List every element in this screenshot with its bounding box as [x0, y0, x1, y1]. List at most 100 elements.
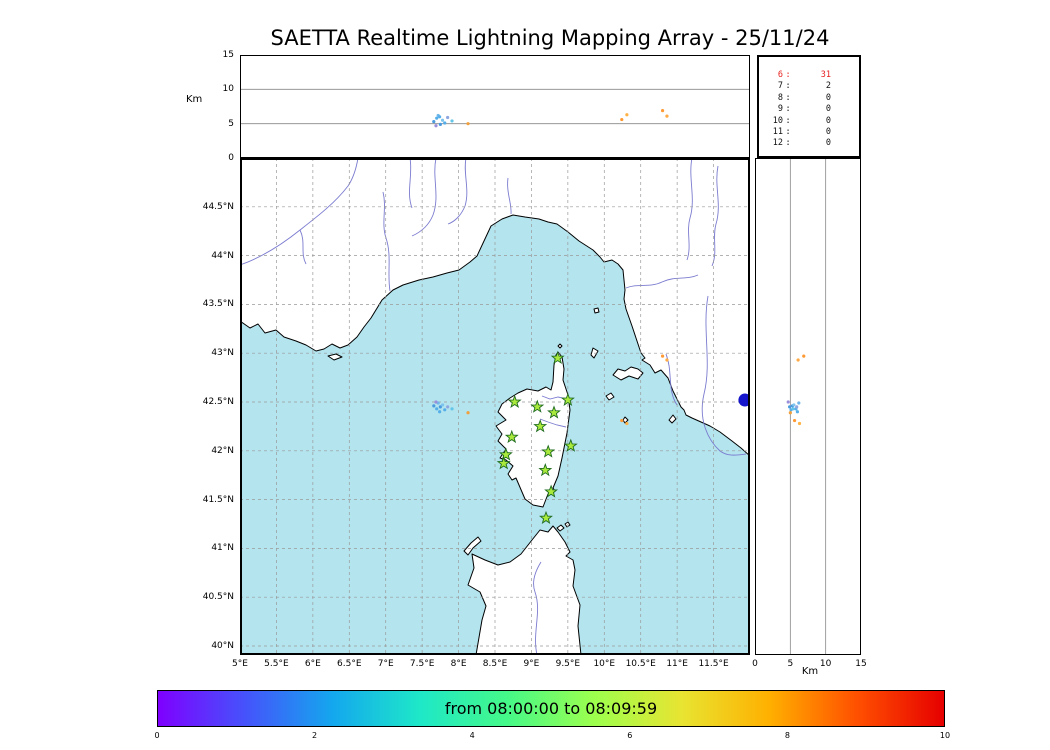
- lat-tick-label: 44.5°N: [202, 201, 234, 212]
- lat-tick-label: 42.5°N: [202, 397, 234, 407]
- lightning-point: [432, 120, 436, 124]
- river: [409, 158, 413, 209]
- lightning-point: [450, 119, 454, 123]
- lightning-point: [786, 400, 790, 404]
- alt-tick-label: 10: [222, 84, 234, 95]
- map-canvas: [240, 158, 750, 655]
- lightning-point: [438, 122, 442, 126]
- lon-tick-label: 6.5°E: [337, 659, 362, 669]
- lon-tick-label: 6°E: [304, 659, 321, 669]
- lat-tick-label: 40°N: [211, 641, 234, 651]
- lon-tick-label: 5°E: [232, 659, 248, 669]
- lightning-point: [432, 404, 436, 408]
- lightning-point: [788, 411, 792, 415]
- lightning-point: [795, 410, 799, 414]
- lma-station-marker: [530, 399, 545, 413]
- lon-tick-label: 5.5°E: [264, 659, 289, 669]
- lma-station-marker: [550, 350, 565, 364]
- lightning-point: [440, 118, 445, 122]
- lon-tick-label: 10°E: [593, 659, 616, 669]
- colorbar-tick-label: 4: [469, 731, 475, 740]
- colorbar-tick-label: 0: [154, 731, 160, 740]
- montecristo-island: [622, 416, 629, 424]
- map-panel: [240, 158, 750, 655]
- altitude-gridlines: [240, 88, 750, 125]
- alt-tick-label: 10: [819, 659, 832, 669]
- lightning-point: [660, 109, 665, 113]
- lightning-points-layer: [432, 109, 669, 128]
- hour-count-row: 10:0: [772, 115, 831, 126]
- lightning-point: [625, 421, 629, 426]
- altitude-longitude-panel: [240, 55, 750, 158]
- colorbar-panel: from 08:00:00 to 08:09:59: [157, 690, 945, 727]
- river: [299, 229, 307, 265]
- lightning-point: [625, 113, 629, 117]
- altitude-latitude-canvas: [755, 158, 861, 655]
- river: [240, 158, 359, 266]
- lma-station-marker: [560, 392, 575, 406]
- lon-tick-label: 11.5°E: [698, 659, 729, 669]
- lma-station-marker: [496, 456, 511, 470]
- giraglia-island: [557, 343, 563, 349]
- lma-station-marker: [504, 429, 519, 444]
- lightning-point: [796, 358, 800, 362]
- river: [539, 418, 567, 428]
- lightning-point: [440, 403, 445, 407]
- lightning-point: [466, 411, 470, 415]
- lightning-point: [434, 124, 438, 128]
- sardinia-island: [467, 525, 582, 655]
- colorbar-label: from 08:00:00 to 08:09:59: [444, 699, 658, 718]
- lat-tick-label: 43°N: [211, 348, 234, 359]
- lat-tick-label: 41°N: [211, 543, 234, 554]
- lightning-points-layer: [432, 354, 750, 426]
- asinara-island: [463, 536, 482, 556]
- lon-tick-label: 9.5°E: [555, 659, 581, 669]
- moon-marker: [738, 393, 750, 407]
- lma-station-marker: [507, 394, 522, 408]
- colorbar-gradient: [158, 691, 944, 726]
- giglio-island: [668, 414, 677, 424]
- map-gridlines: [240, 158, 750, 655]
- lightning-point: [791, 407, 795, 411]
- lma-station-marker: [533, 419, 548, 433]
- lon-tick-label: 11°E: [666, 659, 688, 669]
- lightning-point: [443, 121, 447, 125]
- lightning-point: [435, 407, 439, 411]
- maddalena-island: [564, 521, 571, 528]
- hour-count-row: 11:0: [772, 127, 831, 138]
- lightning-point: [450, 407, 454, 411]
- lat-tick-label: 43.5°N: [202, 299, 234, 310]
- altitude-axis-label-left: Km: [186, 94, 203, 105]
- lightning-point: [792, 418, 797, 423]
- lma-station-marker: [541, 444, 556, 458]
- lat-tick-label: 41.5°N: [202, 494, 234, 505]
- lightning-point: [802, 354, 806, 358]
- lightning-point: [620, 418, 624, 423]
- lightning-point: [438, 410, 442, 414]
- hour-count-row: 12:0: [772, 138, 831, 149]
- porquerolles-island: [327, 353, 343, 361]
- colorbar-tick-label: 2: [312, 731, 318, 740]
- hour-count-row: 7:2: [777, 81, 831, 92]
- river: [447, 158, 468, 225]
- lon-tick-label: 9°E: [523, 659, 540, 669]
- lma-station-marker: [538, 462, 553, 477]
- figure-title: SAETTA Realtime Lightning Mapping Array …: [270, 26, 830, 50]
- river: [701, 295, 747, 456]
- lat-tick-label: 42°N: [211, 445, 234, 456]
- landmasses: [240, 158, 750, 655]
- alt-tick-label: 0: [228, 153, 234, 163]
- river: [686, 158, 693, 261]
- gorgona-island: [593, 307, 600, 314]
- lightning-point: [620, 117, 624, 122]
- alt-tick-label: 0: [752, 659, 758, 669]
- lightning-point: [797, 421, 802, 426]
- colorbar-tick-label: 6: [627, 731, 633, 740]
- lightning-point: [446, 405, 450, 409]
- lma-station-marker: [544, 484, 559, 498]
- lightning-point: [435, 116, 439, 120]
- colorbar-tick-label: 10: [939, 731, 951, 740]
- lightning-point: [438, 405, 442, 409]
- lightning-point: [446, 115, 450, 120]
